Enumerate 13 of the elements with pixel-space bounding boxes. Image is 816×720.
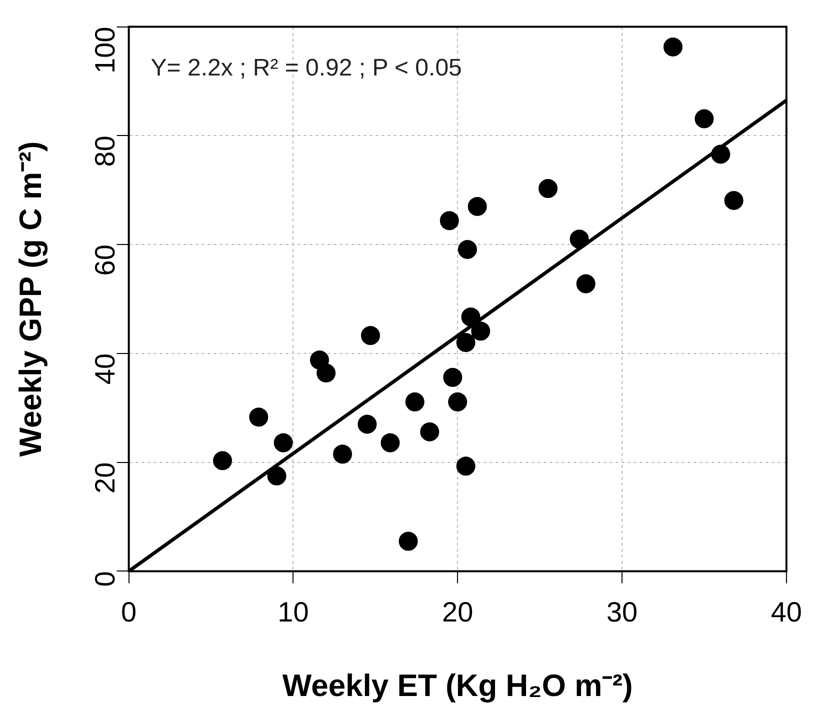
x-tick-label: 40 — [770, 596, 802, 628]
y-axis-title: Weekly GPP (g C m⁻²) — [13, 141, 48, 457]
y-tick-label: 20 — [90, 462, 121, 494]
annotation: Y= 2.2x ; R² = 0.92 ; P < 0.05 — [150, 54, 462, 82]
x-tick-label: 30 — [606, 596, 638, 628]
y-tick-label: 80 — [90, 136, 121, 167]
y-tick-label: 0 — [90, 571, 121, 587]
y-tick-label: 100 — [90, 26, 121, 74]
x-tick-label: 10 — [278, 596, 309, 628]
y-tick-label: 40 — [90, 353, 121, 385]
x-tick-label: 20 — [442, 596, 474, 628]
y-tick-label: 60 — [90, 244, 121, 276]
x-axis-title: Weekly ET (Kg H₂O m⁻²) — [282, 668, 633, 703]
